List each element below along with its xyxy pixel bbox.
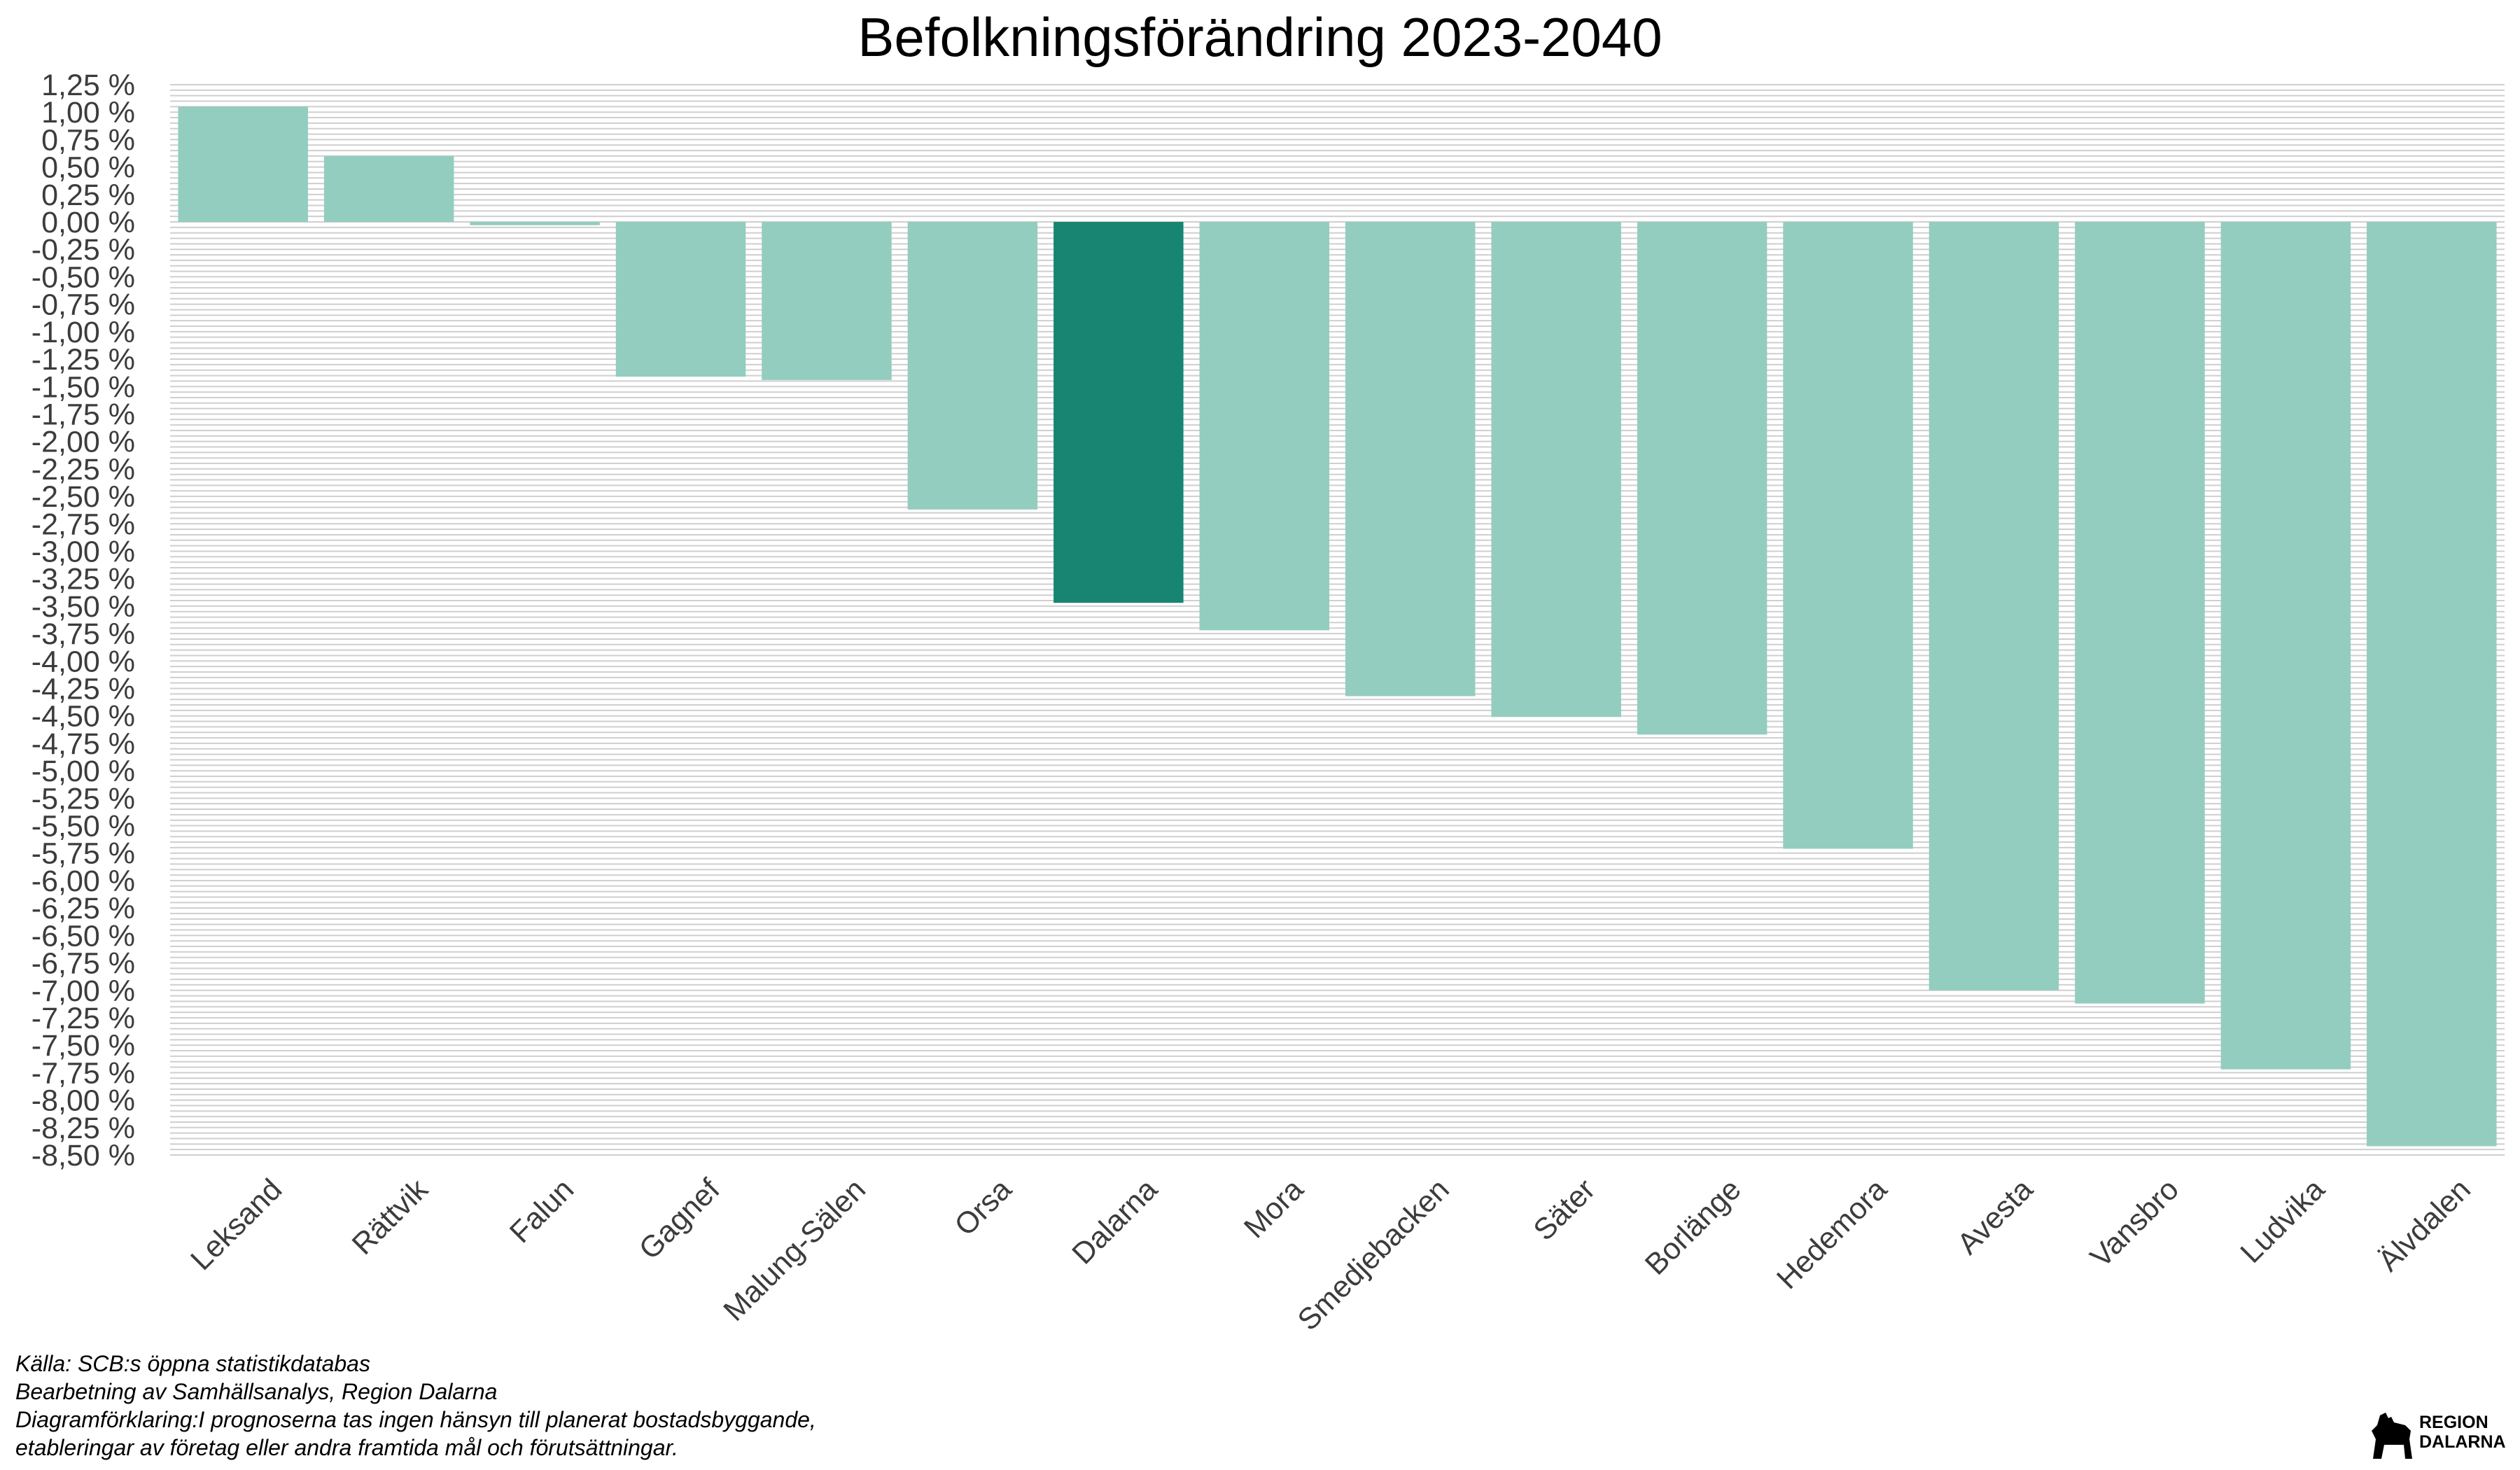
y-tick-label: -4,50 % bbox=[31, 700, 135, 734]
bar-mora bbox=[1199, 222, 1330, 631]
caption-source: Källa: SCB:s öppna statistikdatabas bbox=[15, 1351, 370, 1376]
y-tick-label: -3,75 % bbox=[31, 617, 135, 651]
x-category-label: Säter bbox=[1527, 1172, 1602, 1247]
y-tick-label: -0,25 % bbox=[31, 233, 135, 267]
bar-borlänge bbox=[1637, 222, 1768, 735]
y-tick-label: -5,75 % bbox=[31, 837, 135, 871]
x-category-label: Ludvika bbox=[2234, 1172, 2332, 1270]
x-category-label: Malung-Sälen bbox=[717, 1172, 872, 1328]
y-axis-ticks: 1,25 %1,00 %0,75 %0,50 %0,25 %0,00 %-0,2… bbox=[31, 69, 135, 1172]
y-tick-label: -7,75 % bbox=[31, 1056, 135, 1090]
y-tick-label: -8,25 % bbox=[31, 1112, 135, 1145]
x-category-label: Rättvik bbox=[346, 1172, 435, 1261]
caption-processing: Bearbetning av Samhällsanalys, Region Da… bbox=[15, 1379, 498, 1404]
x-category-label: Falun bbox=[503, 1172, 580, 1250]
region-dalarna-logo: REGION DALARNA bbox=[2367, 1407, 2507, 1463]
x-category-label: Smedjebacken bbox=[1292, 1172, 1456, 1330]
y-tick-label: -7,00 % bbox=[31, 974, 135, 1008]
bar-malung-sälen bbox=[762, 222, 892, 380]
y-tick-label: -3,25 % bbox=[31, 563, 135, 596]
y-tick-label: -2,25 % bbox=[31, 453, 135, 486]
y-tick-label: -0,50 % bbox=[31, 260, 135, 294]
y-tick-label: -5,00 % bbox=[31, 755, 135, 788]
y-tick-label: -1,75 % bbox=[31, 398, 135, 431]
y-tick-label: 1,00 % bbox=[41, 96, 135, 130]
x-category-label: Avesta bbox=[1951, 1172, 2039, 1261]
dala-horse-icon bbox=[2372, 1413, 2412, 1459]
bar-orsa bbox=[907, 222, 1038, 510]
y-tick-label: -2,75 % bbox=[31, 507, 135, 541]
caption-note-1: Diagramförklaring:I prognoserna tas inge… bbox=[15, 1407, 816, 1432]
y-tick-label: -4,00 % bbox=[31, 645, 135, 678]
y-tick-label: -1,25 % bbox=[31, 343, 135, 377]
y-tick-label: -1,00 % bbox=[31, 316, 135, 349]
y-tick-label: -3,50 % bbox=[31, 590, 135, 624]
y-tick-label: -2,50 % bbox=[31, 480, 135, 514]
x-category-label: Gagnef bbox=[633, 1172, 727, 1266]
y-tick-label: 0,25 % bbox=[41, 178, 135, 212]
x-category-label: Hedemora bbox=[1770, 1172, 1893, 1296]
y-tick-label: -3,00 % bbox=[31, 535, 135, 568]
bar-älvdalen bbox=[2367, 222, 2497, 1147]
x-category-label: Älvdalen bbox=[2372, 1172, 2477, 1278]
y-tick-label: -4,75 % bbox=[31, 727, 135, 761]
bar-ludvika bbox=[2220, 222, 2351, 1070]
bar-leksand bbox=[178, 106, 308, 223]
y-tick-label: -6,25 % bbox=[31, 892, 135, 925]
x-category-label: Leksand bbox=[184, 1172, 288, 1277]
x-category-label: Dalarna bbox=[1065, 1172, 1163, 1270]
x-category-label: Mora bbox=[1238, 1172, 1310, 1245]
logo-text-region: REGION bbox=[2419, 1413, 2488, 1432]
bar-dalarna bbox=[1054, 222, 1184, 603]
bar-rättvik bbox=[323, 155, 454, 223]
bar-säter bbox=[1491, 222, 1621, 718]
y-tick-label: -6,75 % bbox=[31, 947, 135, 981]
y-tick-label: -5,50 % bbox=[31, 810, 135, 844]
chart-title: Befolkningsförändring 2023-2040 bbox=[858, 6, 1662, 68]
bar-falun bbox=[470, 222, 600, 225]
bar-smedjebacken bbox=[1345, 222, 1476, 696]
bar-vansbro bbox=[2075, 222, 2205, 1004]
caption-note-2: etableringar av företag eller andra fram… bbox=[15, 1435, 678, 1460]
y-tick-label: -2,00 % bbox=[31, 426, 135, 459]
y-tick-label: -7,50 % bbox=[31, 1029, 135, 1063]
bars bbox=[178, 106, 2497, 1147]
y-tick-label: -5,25 % bbox=[31, 782, 135, 816]
bar-chart: 1,25 %1,00 %0,75 %0,50 %0,25 %0,00 %-0,2… bbox=[31, 69, 2505, 1330]
y-tick-label: 0,75 % bbox=[41, 123, 135, 157]
bar-gagnef bbox=[615, 222, 746, 377]
bar-avesta bbox=[1928, 222, 2059, 990]
caption: Källa: SCB:s öppna statistikdatabas Bear… bbox=[15, 1350, 816, 1462]
y-tick-label: 0,00 % bbox=[41, 206, 135, 239]
bar-hedemora bbox=[1783, 222, 1913, 849]
y-tick-label: -6,00 % bbox=[31, 864, 135, 898]
y-tick-label: 0,50 % bbox=[41, 151, 135, 185]
y-tick-label: -0,75 % bbox=[31, 288, 135, 322]
y-tick-label: -8,00 % bbox=[31, 1084, 135, 1118]
y-tick-label: -4,25 % bbox=[31, 673, 135, 706]
y-tick-label: -7,25 % bbox=[31, 1002, 135, 1035]
x-category-label: Orsa bbox=[948, 1172, 1018, 1242]
x-category-label: Vansbro bbox=[2084, 1172, 2185, 1274]
y-tick-label: -8,50 % bbox=[31, 1139, 135, 1172]
logo-text-dalarna: DALARNA bbox=[2419, 1432, 2506, 1452]
x-category-label: Borlänge bbox=[1639, 1172, 1748, 1282]
y-tick-label: -1,50 % bbox=[31, 370, 135, 404]
y-tick-label: -6,50 % bbox=[31, 919, 135, 953]
y-tick-label: 1,25 % bbox=[41, 69, 135, 102]
